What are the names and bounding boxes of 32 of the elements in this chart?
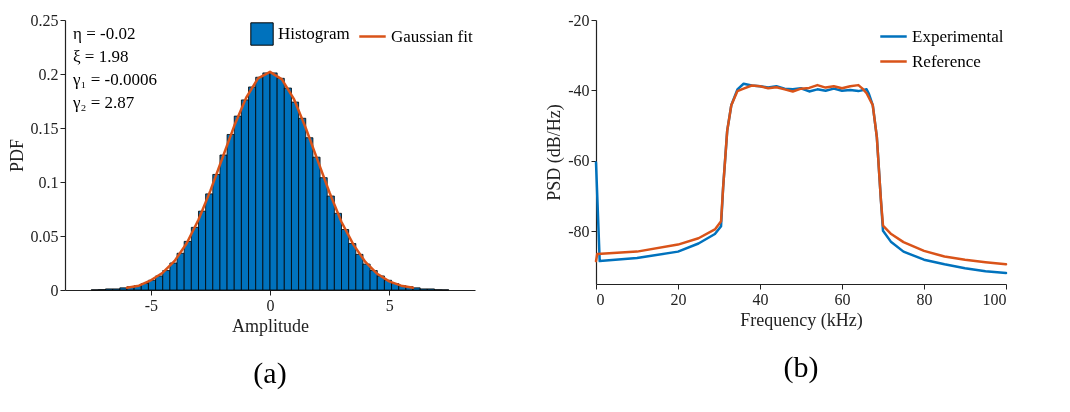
- legend-label: Reference: [912, 51, 981, 71]
- y-tick-label: -60: [568, 152, 590, 170]
- y-tick-label: 0.2: [38, 65, 59, 83]
- x-tick-label: 80: [916, 290, 933, 308]
- y-tick-label: -40: [568, 81, 590, 99]
- x-axis-title: Frequency (kHz): [740, 309, 863, 331]
- y-tick-label: -20: [568, 11, 590, 29]
- annotation: γ₁ = -0.0006: [72, 70, 157, 89]
- x-tick-label: 60: [834, 290, 851, 308]
- text: (b): [783, 350, 819, 384]
- y-tick-label: -80: [568, 222, 590, 240]
- annotation: η = -0.02: [73, 24, 136, 43]
- y-tick-label: 0.1: [38, 173, 59, 191]
- x-tick-label: 5: [385, 296, 394, 314]
- y-tick-label: 0.15: [30, 119, 59, 137]
- text: (a): [253, 356, 287, 390]
- x-tick-label: -5: [144, 296, 158, 314]
- annotation: ξ = 1.98: [73, 47, 129, 66]
- legend-label: Histogram: [278, 24, 350, 43]
- legend-label: Experimental: [912, 26, 1004, 46]
- y-tick-label: 0.25: [30, 11, 59, 29]
- annotation: γ₂ = 2.87: [72, 93, 135, 112]
- x-tick-label: 0: [266, 296, 275, 314]
- x-tick-label: 100: [982, 290, 1007, 308]
- y-axis-title: PSD (dB/Hz): [544, 104, 566, 201]
- x-tick-label: 0: [596, 290, 605, 308]
- y-axis-title: PDF: [6, 138, 27, 173]
- x-tick-label: 40: [752, 290, 769, 308]
- y-tick-label: 0.05: [30, 227, 59, 245]
- x-axis-title: Amplitude: [232, 315, 309, 336]
- x-tick-label: 20: [670, 290, 687, 308]
- legend-label: Gaussian fit: [391, 26, 473, 46]
